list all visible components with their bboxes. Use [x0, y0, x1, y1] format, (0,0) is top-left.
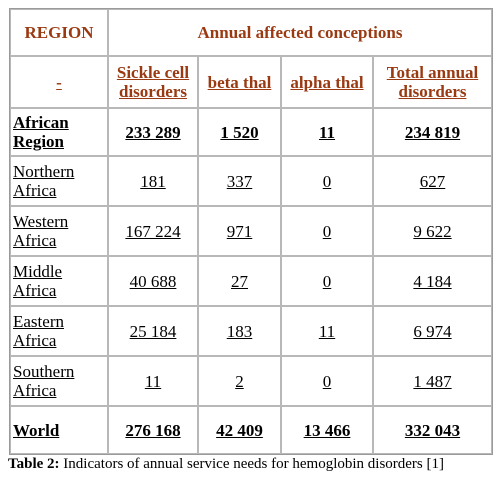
table-row: Middle Africa 40 688 27 0 4 184 [10, 256, 493, 306]
table-row: Northern Africa 181 337 0 627 [10, 156, 493, 206]
column-header: beta thal [198, 56, 281, 108]
value-cell: 42 409 [198, 406, 281, 454]
value-cell: 11 [281, 108, 373, 156]
value-cell: 11 [281, 306, 373, 356]
value-cell: 4 184 [373, 256, 493, 306]
group-header: Annual affected conceptions [108, 9, 493, 56]
region-cell: Southern Africa [10, 356, 108, 406]
value-cell: 332 043 [373, 406, 493, 454]
value-cell: 183 [198, 306, 281, 356]
value-cell: 276 168 [108, 406, 198, 454]
region-cell: African Region [10, 108, 108, 156]
value-cell: 1 487 [373, 356, 493, 406]
table-row: African Region 233 289 1 520 11 234 819 [10, 108, 493, 156]
table-body: REGION Annual affected conceptions - Sic… [10, 9, 493, 454]
column-header: Total annual disorders [373, 56, 493, 108]
value-cell: 13 466 [281, 406, 373, 454]
value-cell: 2 [198, 356, 281, 406]
subheader-cell: - [10, 56, 108, 108]
column-header: alpha thal [281, 56, 373, 108]
value-cell: 0 [281, 156, 373, 206]
value-cell: 181 [108, 156, 198, 206]
data-table: REGION Annual affected conceptions - Sic… [9, 8, 494, 455]
caption-text: Indicators of annual service needs for h… [63, 456, 445, 472]
caption-label: Table 2: [8, 456, 60, 472]
table-row: Eastern Africa 25 184 183 11 6 974 [10, 306, 493, 356]
value-cell: 0 [281, 256, 373, 306]
caption: Table 2: Indicators of annual service ne… [8, 456, 444, 473]
value-cell: 233 289 [108, 108, 198, 156]
value-cell: 234 819 [373, 108, 493, 156]
subheader-row: - Sickle cell disorders beta thal alpha th… [10, 56, 493, 108]
value-cell: 337 [198, 156, 281, 206]
header-row: REGION Annual affected conceptions [10, 9, 493, 56]
region-cell: Eastern Africa [10, 306, 108, 356]
value-cell: 0 [281, 206, 373, 256]
value-cell: 167 224 [108, 206, 198, 256]
table-row: Southern Africa 11 2 0 1 487 [10, 356, 493, 406]
value-cell: 0 [281, 356, 373, 406]
region-cell: Middle Africa [10, 256, 108, 306]
value-cell: 627 [373, 156, 493, 206]
value-cell: 25 184 [108, 306, 198, 356]
region-cell: World [10, 406, 108, 454]
region-cell: Western Africa [10, 206, 108, 256]
value-cell: 1 520 [198, 108, 281, 156]
value-cell: 40 688 [108, 256, 198, 306]
table-row: World 276 168 42 409 13 466 332 043 [10, 406, 493, 454]
value-cell: 27 [198, 256, 281, 306]
region-header: REGION [10, 9, 108, 56]
region-cell: Northern Africa [10, 156, 108, 206]
value-cell: 971 [198, 206, 281, 256]
value-cell: 9 622 [373, 206, 493, 256]
value-cell: 6 974 [373, 306, 493, 356]
table-row: Western Africa 167 224 971 0 9 622 [10, 206, 493, 256]
value-cell: 11 [108, 356, 198, 406]
column-header: Sickle cell disorders [108, 56, 198, 108]
